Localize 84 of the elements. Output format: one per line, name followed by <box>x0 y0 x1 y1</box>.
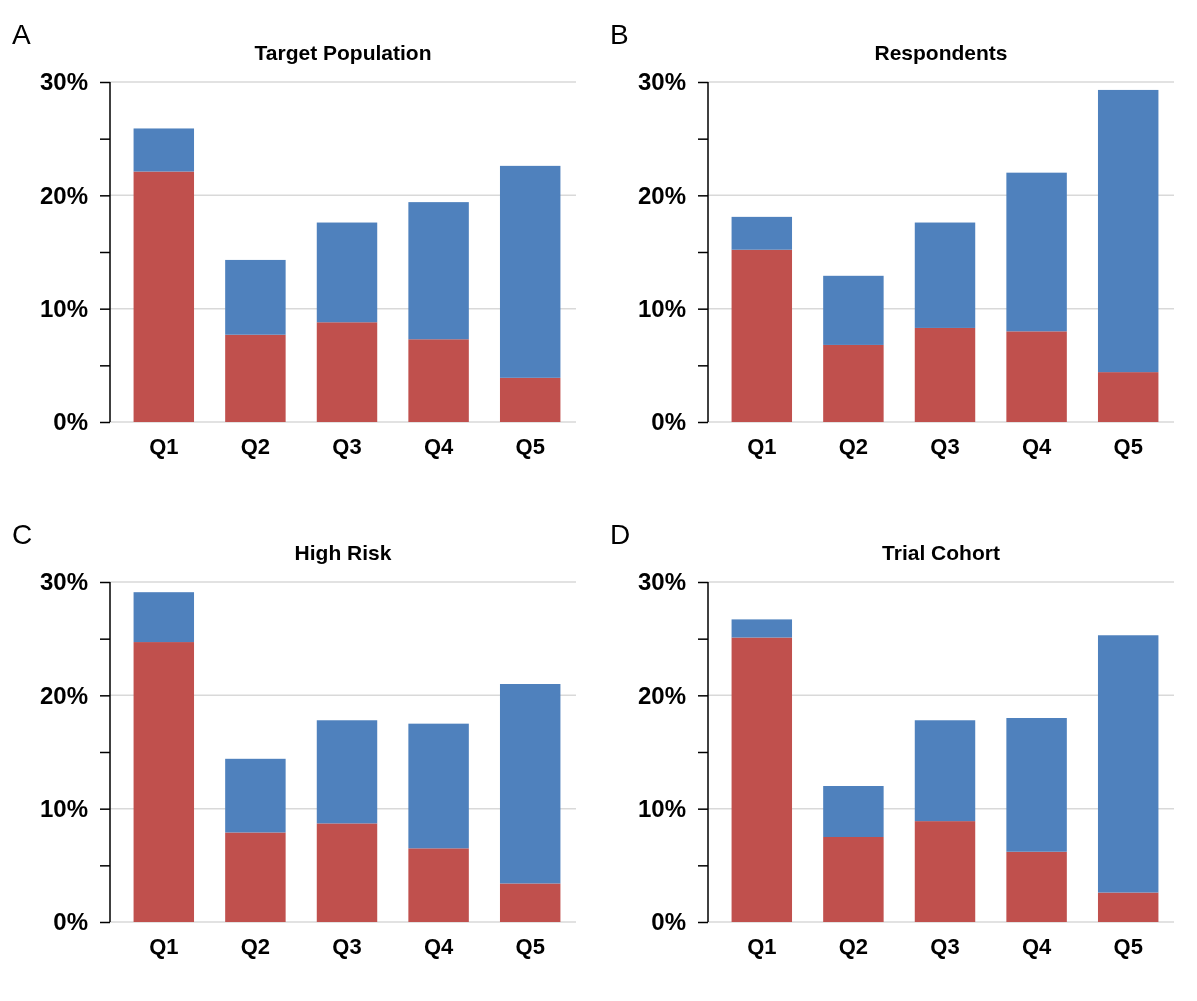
y-tick-label: 20% <box>39 181 88 209</box>
bar <box>731 619 793 638</box>
chart-title: Target Population <box>254 41 432 64</box>
bar <box>731 249 793 422</box>
x-tick-label: Q1 <box>149 433 179 459</box>
x-tick-label: Q5 <box>1113 933 1143 959</box>
x-tick-label: Q3 <box>332 933 362 959</box>
bar <box>316 222 378 323</box>
y-tick-label: 0% <box>53 908 88 936</box>
bar <box>914 222 976 328</box>
bar <box>731 637 793 922</box>
bar <box>1006 172 1067 332</box>
x-tick-label: Q2 <box>240 933 271 959</box>
bar <box>499 684 561 884</box>
bar <box>408 202 469 340</box>
x-tick-label: Q5 <box>515 433 545 459</box>
y-tick-label: 30% <box>39 68 88 96</box>
bar <box>823 275 884 345</box>
y-tick-label: 0% <box>53 408 88 436</box>
bar <box>133 128 195 172</box>
bar <box>225 259 286 335</box>
bar <box>1097 372 1159 422</box>
x-tick-label: Q3 <box>930 933 960 959</box>
bar <box>914 327 976 422</box>
bar <box>1006 718 1067 852</box>
bar <box>133 642 195 922</box>
bar <box>225 832 286 922</box>
bar <box>1006 331 1067 422</box>
y-tick-label: 20% <box>637 181 686 209</box>
bar <box>225 758 286 833</box>
x-tick-label: Q3 <box>332 433 362 459</box>
x-tick-label: Q2 <box>838 433 869 459</box>
bar <box>133 171 195 422</box>
y-tick-label: 10% <box>39 794 88 822</box>
bar <box>731 216 793 250</box>
bar <box>408 848 469 922</box>
y-tick-label: 0% <box>651 408 686 436</box>
y-tick-label: 10% <box>39 294 88 322</box>
bar <box>914 720 976 822</box>
bar <box>823 344 884 422</box>
text: A <box>12 19 31 50</box>
bar <box>408 723 469 849</box>
bar <box>1097 892 1159 922</box>
bar <box>133 592 195 643</box>
bar <box>823 786 884 837</box>
text: C <box>12 519 33 550</box>
y-tick-label: 20% <box>39 681 88 709</box>
x-tick-label: Q2 <box>838 933 869 959</box>
x-tick-label: Q5 <box>515 933 545 959</box>
bar <box>316 720 378 824</box>
x-tick-label: Q2 <box>240 433 271 459</box>
chart-title: High Risk <box>294 541 392 564</box>
bar <box>316 823 378 922</box>
y-tick-label: 10% <box>637 794 686 822</box>
x-tick-label: Q3 <box>930 433 960 459</box>
bar <box>1097 635 1159 893</box>
bar <box>408 339 469 422</box>
text: D <box>610 519 631 550</box>
chart-title: Respondents <box>874 41 1008 64</box>
bar <box>499 377 561 422</box>
bar <box>316 322 378 422</box>
x-tick-label: Q4 <box>1021 433 1053 459</box>
y-tick-label: 20% <box>637 681 686 709</box>
x-tick-label: Q4 <box>1021 933 1053 959</box>
text: B <box>610 19 629 50</box>
y-tick-label: 30% <box>39 568 88 596</box>
y-tick-label: 30% <box>637 568 686 596</box>
x-tick-label: Q1 <box>747 433 777 459</box>
bar <box>1006 851 1067 922</box>
y-tick-label: 10% <box>637 294 686 322</box>
bar <box>499 165 561 378</box>
x-tick-label: Q1 <box>747 933 777 959</box>
x-tick-label: Q4 <box>423 433 455 459</box>
bar <box>225 334 286 422</box>
bar <box>1097 89 1159 373</box>
bar <box>914 821 976 922</box>
x-tick-label: Q5 <box>1113 433 1143 459</box>
x-tick-label: Q1 <box>149 933 179 959</box>
y-tick-label: 30% <box>637 68 686 96</box>
y-tick-label: 0% <box>651 908 686 936</box>
bar <box>499 883 561 922</box>
chart-title: Trial Cohort <box>882 541 1000 564</box>
bar <box>823 837 884 922</box>
x-tick-label: Q4 <box>423 933 455 959</box>
